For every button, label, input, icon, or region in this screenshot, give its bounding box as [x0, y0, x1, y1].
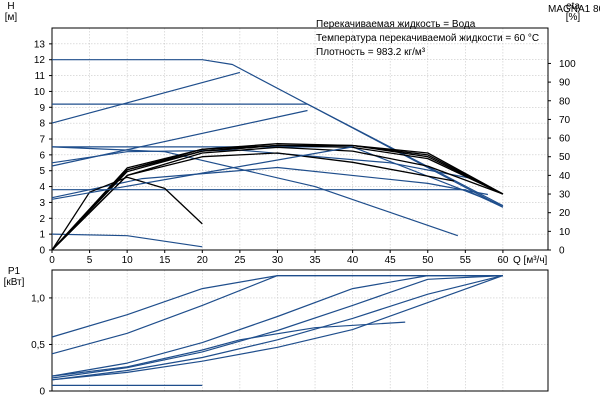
y-tick-label: 8: [39, 119, 45, 130]
y2-tick-label: 10: [559, 227, 571, 238]
x-tick-label: 15: [159, 255, 171, 266]
x-tick-label: 40: [347, 255, 359, 266]
power-curve: [51, 321, 406, 377]
y-axis-label: [м]: [5, 12, 18, 23]
power-axis-label: P1: [8, 266, 21, 277]
x-tick-label: 50: [422, 255, 434, 266]
annotation-text: Плотность = 983.2 кг/м³: [316, 47, 426, 58]
head-curve: [51, 233, 203, 248]
top-plot-frame: [51, 27, 549, 251]
annotation-text: Перекачиваемая жидкость = Вода: [316, 19, 476, 30]
x-tick-label: 45: [385, 255, 397, 266]
y2-tick-label: 60: [559, 134, 571, 145]
power-axis-label: [кВт]: [4, 277, 25, 288]
efficiency-curve: [51, 146, 504, 251]
power-curve: [51, 275, 503, 338]
y2-tick-label: 0: [559, 246, 565, 257]
x-tick-label: 60: [497, 255, 509, 266]
y2-tick-label: 40: [559, 171, 571, 182]
x-tick-label: 0: [49, 255, 55, 266]
y-tick-label: 7: [39, 135, 45, 146]
y2-tick-label: 100: [559, 59, 576, 70]
y-tick-label: 0: [39, 387, 45, 398]
top-chart-series: [51, 59, 504, 251]
efficiency-curve: [51, 144, 504, 251]
y2-tick-label: 90: [559, 78, 571, 89]
y-tick-label: 3: [39, 198, 45, 209]
power-curve: [51, 275, 504, 381]
y-tick-label: 1: [39, 230, 45, 241]
y-tick-label: 1,0: [31, 293, 45, 304]
y2-tick-label: 70: [559, 115, 571, 126]
y-tick-label: 0: [39, 246, 45, 257]
x-tick-label: 5: [87, 255, 93, 266]
x-axis-label: Q [м³/ч]: [513, 255, 548, 266]
y-tick-label: 12: [34, 55, 46, 66]
y2-tick-label: 80: [559, 96, 571, 107]
x-tick-label: 55: [460, 255, 472, 266]
head-curve: [51, 71, 241, 124]
y-tick-label: 9: [39, 103, 45, 114]
power-curve: [51, 275, 503, 379]
x-tick-label: 20: [197, 255, 209, 266]
x-tick-label: 10: [122, 255, 134, 266]
x-tick-label: 35: [309, 255, 321, 266]
y2-tick-label: 30: [559, 190, 571, 201]
x-tick-label: 25: [234, 255, 246, 266]
head-curve: [51, 146, 353, 200]
bottom-chart-axes: 0 0,5 1,0 P1[кВт]: [4, 266, 549, 398]
y-tick-label: 5: [39, 166, 45, 177]
power-curve: [51, 275, 504, 381]
y2-tick-label: 20: [559, 208, 571, 219]
bottom-chart-series: [51, 275, 504, 386]
head-curve: [51, 146, 458, 237]
y-tick-label: 6: [39, 150, 45, 161]
efficiency-curve: [51, 176, 203, 251]
y-tick-label: 11: [35, 71, 46, 82]
efficiency-curve: [51, 143, 504, 251]
y-tick-label: 2: [39, 214, 45, 225]
y-tick-label: 4: [39, 182, 45, 193]
head-curve: [51, 109, 308, 167]
y-tick-label: 10: [34, 87, 46, 98]
top-chart-grid: [51, 28, 548, 251]
y2-tick-label: 50: [559, 152, 571, 163]
y-tick-label: 0,5: [31, 340, 45, 351]
y2-axis-label: [%]: [566, 12, 581, 23]
y-axis-label: H: [7, 1, 14, 12]
y2-axis-label: eta: [566, 1, 580, 12]
y-tick-label: 13: [34, 39, 46, 50]
top-chart-axes: 0 5 10 15 20 25 30 35 40 45 50 55 600123456789101112…: [5, 1, 581, 266]
x-tick-label: 30: [272, 255, 284, 266]
head-curve: [52, 189, 504, 208]
chart-title: MAGNA1 80-120 F: [548, 4, 600, 15]
bottom-plot-frame: [51, 269, 549, 392]
